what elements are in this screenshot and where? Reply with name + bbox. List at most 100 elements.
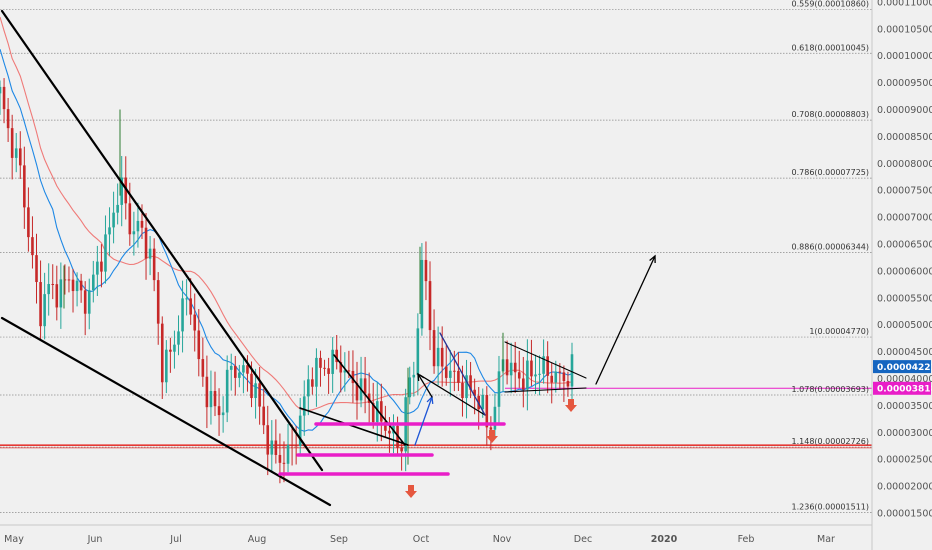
- y-tick-label: 0.00005000: [877, 320, 932, 331]
- wedge-lower-line: [299, 407, 409, 446]
- candle-body: [104, 234, 107, 272]
- candle-body: [31, 237, 34, 256]
- y-tick-label: 0.00005500: [877, 293, 932, 304]
- x-tick-label: Aug: [248, 534, 267, 545]
- x-tick-label: Jun: [87, 534, 103, 545]
- candle-body: [302, 396, 306, 416]
- triangle-upper-line: [504, 341, 587, 379]
- candle-body: [144, 227, 148, 259]
- x-tick-label: Nov: [493, 534, 512, 545]
- fib-label: 1.078(0.00003693): [792, 385, 870, 394]
- y-tick-label: 0.00004000: [877, 374, 932, 385]
- candle-body: [331, 349, 334, 374]
- candle-body: [400, 447, 403, 452]
- candle-body: [566, 380, 570, 387]
- candle-body: [323, 367, 326, 369]
- price-tag-label: 0.00003818: [877, 384, 932, 394]
- y-tick-label: 0.00009500: [877, 78, 932, 89]
- candle-body: [201, 359, 205, 377]
- candle-body: [18, 148, 22, 166]
- x-tick-label: Jul: [169, 534, 181, 545]
- candle-body: [177, 331, 180, 345]
- candle-body: [71, 279, 75, 292]
- candle-body: [262, 406, 265, 426]
- candle-body: [87, 290, 91, 314]
- fib-label: 0.886(0.00006344): [792, 242, 870, 251]
- y-tick-label: 0.00011000: [877, 0, 932, 8]
- ma-fast-line: [0, 49, 573, 432]
- candle-body: [286, 444, 290, 464]
- candle-body: [436, 347, 440, 367]
- candle-body: [485, 394, 489, 428]
- x-tick-label: Feb: [738, 534, 755, 545]
- candle-body: [550, 375, 554, 383]
- candle-body: [481, 394, 485, 410]
- lower-channel-line: [0, 316, 332, 507]
- y-tick-label: 0.00003000: [877, 428, 932, 439]
- candle-body: [229, 365, 233, 370]
- candle-body: [185, 298, 188, 300]
- price-axis[interactable]: 0.00011000 0.00010500 0.00010000 0.00009500…: [871, 0, 932, 550]
- candle-body: [225, 369, 229, 413]
- candle-body: [43, 294, 46, 327]
- candle-body: [96, 261, 99, 275]
- candle-body: [412, 374, 416, 378]
- candle-body: [428, 281, 432, 331]
- candle-body: [274, 440, 278, 455]
- candle-body: [83, 290, 87, 314]
- candle-body: [209, 391, 213, 408]
- down-arrow-icon: [405, 485, 417, 498]
- candle-body: [266, 425, 270, 455]
- candle-body: [534, 374, 537, 377]
- candle-body: [67, 279, 71, 281]
- candle-body: [120, 177, 124, 205]
- down-arrow-icon: [565, 399, 577, 412]
- candle-body: [116, 204, 119, 213]
- candle-body: [221, 412, 225, 416]
- candle-body: [562, 372, 566, 381]
- candle-body: [448, 370, 452, 378]
- candle-body: [343, 370, 347, 373]
- fib-label: 0.618(0.00010045): [792, 43, 870, 52]
- y-tick-label: 0.00006000: [877, 266, 932, 277]
- candle-body: [189, 298, 192, 315]
- candle-body: [173, 344, 176, 352]
- candle-body: [371, 402, 375, 423]
- candle-body: [197, 330, 201, 360]
- x-tick-label: 2020: [651, 534, 678, 545]
- y-tick-label: 0.00002000: [877, 482, 932, 493]
- y-tick-label: 0.00008000: [877, 159, 932, 170]
- candle-body: [440, 347, 444, 367]
- candle-body: [542, 356, 545, 374]
- candle-body: [55, 284, 59, 308]
- candle-body: [351, 370, 355, 384]
- time-axis[interactable]: May Jun Jul Aug Sep Oct Nov Dec 2020 Feb Mar: [0, 524, 872, 545]
- candle-body: [558, 371, 562, 373]
- y-tick-label: 0.00008500: [877, 132, 932, 143]
- candle-body: [347, 370, 351, 372]
- candle-body: [493, 406, 497, 430]
- horizontal-levels: [0, 387, 872, 449]
- candle-body: [112, 212, 115, 228]
- x-tick-label: Oct: [413, 534, 430, 545]
- candle-body: [461, 382, 464, 399]
- candle-body: [335, 349, 339, 363]
- candle-body: [339, 362, 343, 373]
- candle-body: [270, 440, 274, 455]
- price-tag-label: 0.00004221: [877, 363, 932, 373]
- candle-body: [6, 109, 10, 129]
- x-tick-label: Dec: [574, 534, 592, 545]
- candle-body: [416, 328, 420, 375]
- candle-body: [465, 375, 468, 399]
- candle-body: [238, 372, 241, 378]
- candle-body: [363, 378, 367, 394]
- fib-label: 0.786(0.00007725): [792, 168, 870, 177]
- candle-body: [278, 454, 282, 463]
- candle-body: [424, 259, 428, 282]
- candle-body: [100, 261, 103, 272]
- candle-body: [538, 373, 541, 375]
- candle-body: [63, 279, 67, 281]
- candle-body: [217, 406, 221, 416]
- candle-body: [420, 259, 424, 329]
